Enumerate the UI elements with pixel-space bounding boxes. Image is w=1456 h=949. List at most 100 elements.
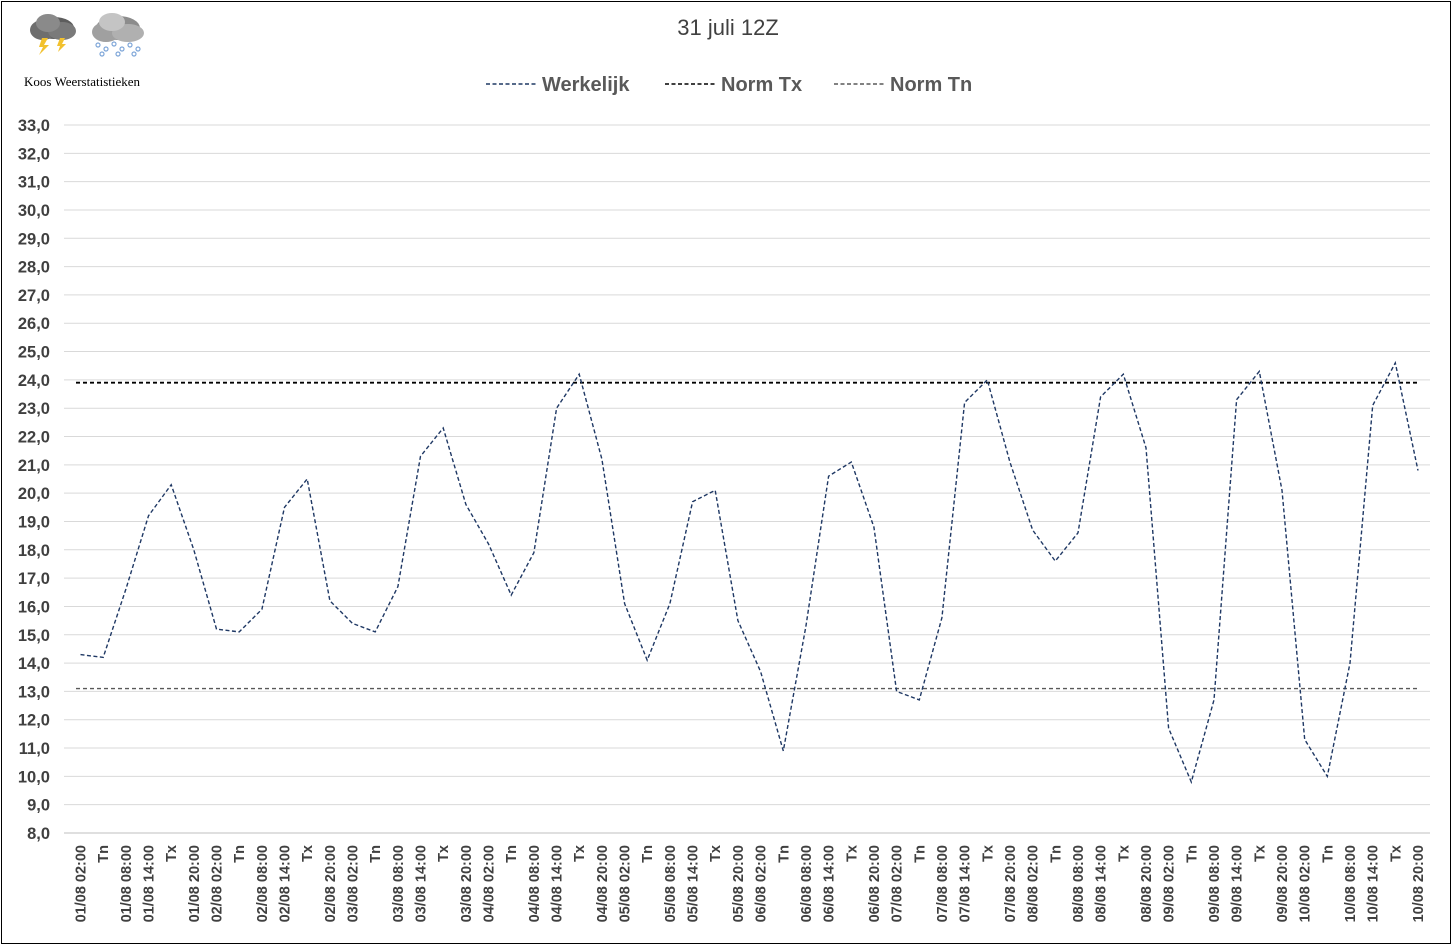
x-tick-label: 10/08 08:00	[1343, 845, 1359, 922]
x-tick-label: 09/08 02:00	[1162, 845, 1178, 922]
series-werkelijk	[80, 360, 1419, 785]
y-tick-label: 22,0	[18, 429, 50, 447]
x-tick-label: Tn	[368, 845, 384, 863]
y-tick-label: 24,0	[18, 372, 50, 390]
x-tick-label: 07/08 14:00	[958, 845, 974, 922]
chart-title: 31 juli 12Z	[677, 15, 779, 40]
y-tick-label: 29,0	[18, 230, 50, 248]
y-tick-label: 9,0	[27, 797, 50, 815]
x-tick-label: 01/08 14:00	[142, 845, 158, 922]
brand-name: Koos Weerstatistieken	[24, 74, 141, 89]
x-tick-label: Tx	[572, 845, 588, 862]
x-tick-label: 01/08 20:00	[187, 845, 203, 922]
x-tick-label: 02/08 14:00	[278, 845, 294, 922]
legend-label: Norm Tn	[890, 74, 972, 96]
y-tick-label: 16,0	[18, 598, 50, 616]
x-tick-label: 07/08 20:00	[1003, 845, 1019, 922]
y-tick-label: 17,0	[18, 570, 50, 588]
x-tick-label: 01/08 02:00	[74, 845, 90, 922]
y-tick-label: 26,0	[18, 315, 50, 333]
x-tick-label: Tx	[708, 845, 724, 862]
y-tick-label: 21,0	[18, 457, 50, 475]
y-tick-label: 25,0	[18, 344, 50, 362]
y-tick-label: 18,0	[18, 542, 50, 560]
x-tick-label: Tx	[300, 845, 316, 862]
x-tick-label: 10/08 02:00	[1298, 845, 1314, 922]
x-tick-label: 03/08 20:00	[459, 845, 475, 922]
x-tick-label: 04/08 02:00	[482, 845, 498, 922]
y-tick-label: 31,0	[18, 174, 50, 192]
x-tick-label: 09/08 20:00	[1275, 845, 1291, 922]
thunderstorm-cloud-icon	[30, 14, 76, 55]
x-tick-label: Tn	[1320, 845, 1336, 863]
x-tick-label: Tn	[640, 845, 656, 863]
x-tick-label: 03/08 08:00	[391, 845, 407, 922]
y-tick-label: 28,0	[18, 259, 50, 277]
y-tick-label: 14,0	[18, 655, 50, 673]
x-tick-label: 10/08 20:00	[1411, 845, 1427, 922]
x-tick-label: Tn	[912, 845, 928, 863]
grid	[64, 124, 1430, 834]
x-tick-label: 04/08 08:00	[527, 845, 543, 922]
x-tick-label: 06/08 08:00	[799, 845, 815, 922]
x-tick-label: 05/08 08:00	[663, 845, 679, 922]
y-tick-label: 13,0	[18, 683, 50, 701]
x-tick-label: 05/08 14:00	[686, 845, 702, 922]
x-tick-label: 08/08 20:00	[1139, 845, 1155, 922]
x-tick-label: Tn	[96, 845, 112, 863]
norm-lines	[76, 381, 1420, 690]
x-tick-label: 02/08 02:00	[210, 845, 226, 922]
x-tick-label: 10/08 14:00	[1366, 845, 1382, 922]
x-tick-label: 05/08 02:00	[618, 845, 634, 922]
x-tick-label: Tx	[980, 845, 996, 862]
x-tick-label: 06/08 14:00	[822, 845, 838, 922]
x-tick-label: 07/08 08:00	[935, 845, 951, 922]
y-tick-label: 8,0	[27, 825, 50, 843]
legend-label: Werkelijk	[542, 74, 630, 96]
x-tick-label: 06/08 02:00	[754, 845, 770, 922]
logo-icons	[26, 8, 156, 63]
x-axis-ticks: 01/08 02:00 Tn 01/08 08:00 01/08 14:00 Tx 01/…	[74, 845, 1428, 922]
legend-label: Norm Tx	[721, 74, 802, 96]
x-tick-label: 03/08 02:00	[346, 845, 362, 922]
x-tick-label: Tx	[1116, 845, 1132, 862]
y-axis-ticks: 8,0 9,0 10,0 11,0 12,0 13,0 14,0 15,0 16,0 17,0 18…	[18, 117, 50, 843]
x-tick-label: 01/08 08:00	[119, 845, 135, 922]
legend: Werkelijk Norm Tx Norm Tn	[486, 74, 972, 96]
y-tick-label: 23,0	[18, 400, 50, 418]
x-tick-label: 06/08 20:00	[867, 845, 883, 922]
x-tick-label: 09/08 14:00	[1230, 845, 1246, 922]
x-tick-label: 02/08 20:00	[323, 845, 339, 922]
x-tick-label: 08/08 08:00	[1071, 845, 1087, 922]
x-tick-label: Tn	[776, 845, 792, 863]
x-tick-label: 04/08 20:00	[595, 845, 611, 922]
series-line-werkelijk	[80, 360, 1419, 785]
y-tick-label: 30,0	[18, 202, 50, 220]
x-tick-label: Tx	[1388, 845, 1404, 862]
y-tick-label: 10,0	[18, 768, 50, 786]
y-tick-label: 20,0	[18, 485, 50, 503]
x-tick-label: Tn	[1184, 845, 1200, 863]
x-tick-label: 07/08 02:00	[890, 845, 906, 922]
snow-cloud-icon	[92, 13, 144, 57]
x-tick-label: Tx	[1252, 845, 1268, 862]
y-tick-label: 19,0	[18, 513, 50, 531]
x-tick-label: Tx	[436, 845, 452, 862]
x-tick-label: Tx	[164, 845, 180, 862]
x-tick-label: Tn	[232, 845, 248, 863]
x-tick-label: 03/08 14:00	[414, 845, 430, 922]
x-tick-label: Tn	[504, 845, 520, 863]
x-tick-label: 04/08 14:00	[550, 845, 566, 922]
x-tick-label: 02/08 08:00	[255, 845, 271, 922]
x-tick-label: Tx	[844, 845, 860, 862]
y-tick-label: 32,0	[18, 145, 50, 163]
y-tick-label: 11,0	[19, 740, 50, 758]
x-tick-label: 08/08 02:00	[1026, 845, 1042, 922]
x-tick-label: Tn	[1048, 845, 1064, 863]
x-tick-label: 09/08 08:00	[1207, 845, 1223, 922]
y-tick-label: 12,0	[18, 712, 50, 730]
x-tick-label: 08/08 14:00	[1094, 845, 1110, 922]
y-tick-label: 15,0	[18, 627, 50, 645]
